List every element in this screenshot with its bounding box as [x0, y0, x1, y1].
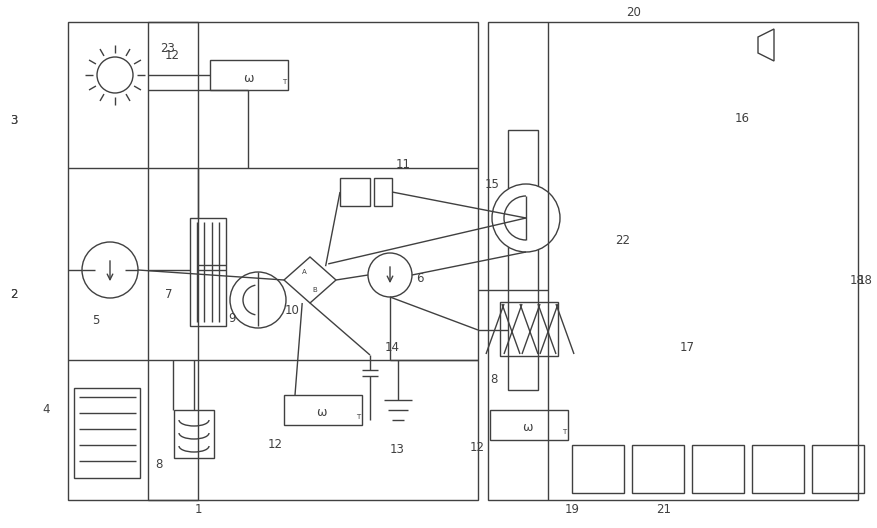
Bar [751, 445, 803, 493]
Text: 11: 11 [396, 158, 410, 172]
Text: 14: 14 [384, 342, 400, 354]
Circle shape [367, 253, 411, 297]
Bar [74, 388, 139, 478]
Text: 22: 22 [614, 233, 630, 247]
Bar [189, 218, 225, 326]
Text: B: B [311, 287, 317, 293]
Text: 12: 12 [165, 49, 180, 61]
Bar [631, 445, 683, 493]
Text: 7: 7 [165, 288, 172, 301]
Text: 10: 10 [285, 304, 300, 316]
Text: 20: 20 [625, 5, 640, 18]
Bar [499, 302, 558, 356]
Text: 18: 18 [849, 274, 864, 287]
Bar [283, 395, 361, 425]
Text: 8: 8 [155, 458, 162, 472]
Bar [374, 178, 391, 206]
Text: 2: 2 [10, 288, 18, 301]
Text: T: T [355, 414, 360, 420]
Text: 13: 13 [389, 444, 404, 457]
Text: 15: 15 [484, 178, 499, 192]
Text: 17: 17 [679, 342, 695, 354]
Text: 5: 5 [92, 314, 99, 326]
Bar [68, 22, 477, 500]
Text: 21: 21 [655, 504, 670, 516]
Bar [210, 60, 288, 90]
Text: 9: 9 [228, 312, 235, 325]
Text: ω: ω [243, 71, 253, 84]
Text: 1: 1 [195, 504, 203, 516]
Text: 12: 12 [469, 441, 484, 455]
Text: 2: 2 [10, 288, 18, 301]
Text: 23: 23 [160, 42, 175, 54]
Text: 3: 3 [10, 114, 18, 127]
Bar [488, 22, 857, 500]
Bar [691, 445, 743, 493]
Circle shape [230, 272, 286, 328]
Polygon shape [757, 29, 774, 61]
Bar [339, 178, 369, 206]
Bar [174, 410, 214, 458]
Bar [571, 445, 624, 493]
Text: 4: 4 [42, 403, 49, 417]
Text: 12: 12 [267, 438, 282, 451]
Text: ω: ω [316, 407, 326, 420]
Text: T: T [561, 429, 566, 435]
Text: ω: ω [522, 421, 531, 435]
Bar [489, 410, 567, 440]
Text: 3: 3 [10, 114, 18, 127]
Text: 8: 8 [489, 373, 496, 386]
Polygon shape [283, 257, 336, 303]
Text: 18: 18 [857, 274, 872, 287]
Text: 16: 16 [734, 111, 749, 125]
Circle shape [96, 57, 132, 93]
Bar [508, 130, 538, 390]
Text: 6: 6 [416, 271, 423, 285]
Text: 19: 19 [565, 504, 580, 516]
Circle shape [82, 242, 138, 298]
Text: A: A [302, 269, 306, 275]
Bar [811, 445, 863, 493]
Bar [148, 22, 198, 500]
Circle shape [491, 184, 560, 252]
Text: T: T [282, 79, 286, 85]
